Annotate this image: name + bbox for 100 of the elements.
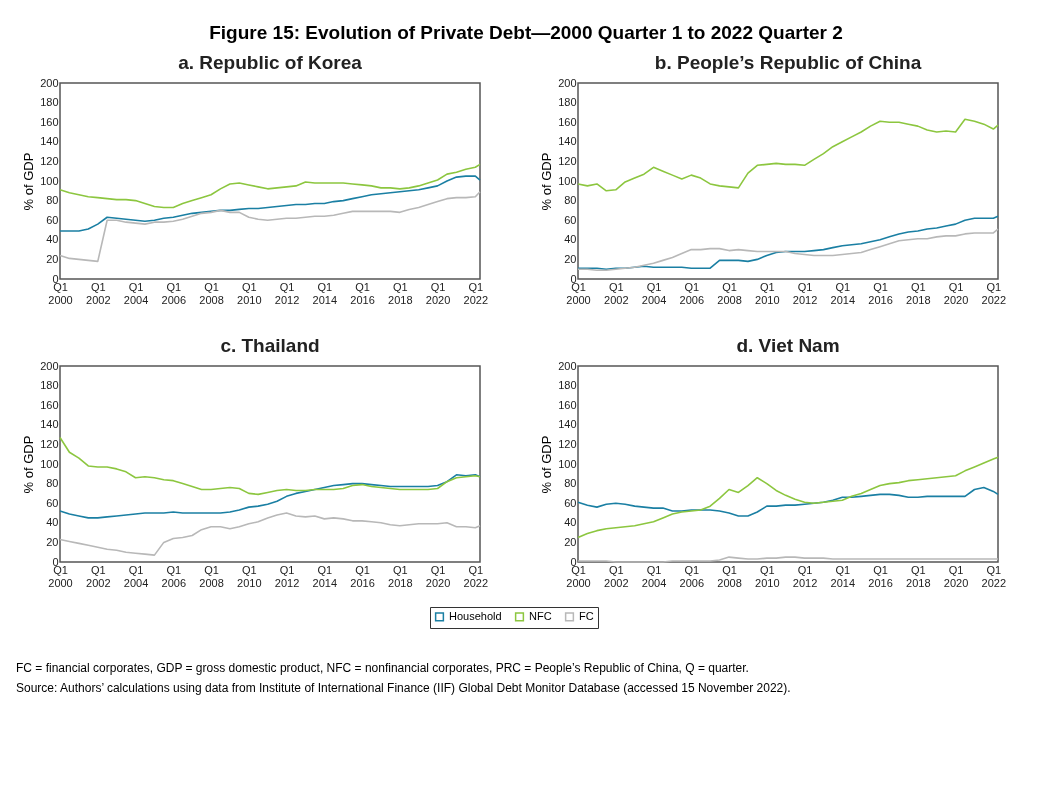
x-tick-label: Q1 2006 <box>161 280 187 306</box>
x-tick-label: Q1 2004 <box>641 280 667 306</box>
x-tick-label: Q1 2016 <box>350 280 375 306</box>
line-series <box>577 228 999 271</box>
line-series <box>59 190 481 263</box>
line-series <box>577 215 999 270</box>
x-tick-label: Q1 2016 <box>868 280 893 306</box>
y-axis-title: % of GDP <box>21 152 37 211</box>
x-tick-label: Q1 2014 <box>830 280 856 306</box>
x-tick-label: Q1 2004 <box>123 280 149 306</box>
y-tick-label: 100 <box>40 174 59 187</box>
y-tick-label: 120 <box>558 437 577 450</box>
y-tick-label: 140 <box>558 418 577 431</box>
x-tick-label: Q1 2008 <box>717 563 742 589</box>
y-tick-label: 200 <box>40 76 59 89</box>
x-tick-label: Q1 2012 <box>274 563 300 589</box>
x-tick-label: Q1 2022 <box>463 563 489 589</box>
y-tick-label: 60 <box>46 496 59 509</box>
x-tick-label: Q1 2004 <box>641 563 667 589</box>
chart-title: d. Viet Nam <box>736 335 840 356</box>
y-tick-label: 180 <box>40 96 59 109</box>
x-tick-label: Q1 2010 <box>755 563 780 589</box>
y-tick-label: 20 <box>564 252 577 265</box>
y-tick-label: 40 <box>46 516 59 529</box>
x-tick-label: Q1 2022 <box>981 280 1007 306</box>
x-tick-label: Q1 2002 <box>604 563 629 589</box>
legend-label: NFC <box>529 609 552 622</box>
x-tick-label: Q1 2014 <box>830 563 856 589</box>
y-tick-label: 60 <box>564 496 577 509</box>
line-series <box>59 163 481 209</box>
y-tick-label: 80 <box>46 477 59 490</box>
chart-title: c. Thailand <box>220 335 320 356</box>
x-tick-label: Q1 2008 <box>717 280 742 306</box>
y-tick-label: 120 <box>40 437 59 450</box>
y-tick-label: 180 <box>558 96 577 109</box>
x-tick-label: Q1 2014 <box>312 563 338 589</box>
x-tick-label: Q1 2006 <box>679 280 705 306</box>
x-tick-label: Q1 2022 <box>981 563 1007 589</box>
line-series <box>59 473 481 519</box>
y-tick-label: 120 <box>558 154 577 167</box>
y-tick-label: 140 <box>40 418 59 431</box>
source-note: Source: Authors’ calculations using data from Institute of International Finance (IIF) Global Debt Monitor Database (accessed 15 November 2022). <box>16 680 792 697</box>
x-tick-label: Q1 2010 <box>237 280 262 306</box>
legend-label: FC <box>579 609 594 622</box>
x-tick-label: Q1 2010 <box>755 280 780 306</box>
x-tick-label: Q1 2016 <box>868 563 893 589</box>
y-axis-title: % of GDP <box>539 435 555 494</box>
x-tick-label: Q1 2020 <box>425 280 451 306</box>
x-tick-label: Q1 2004 <box>123 563 149 589</box>
y-tick-label: 20 <box>46 535 59 548</box>
y-tick-label: 100 <box>558 457 577 470</box>
y-tick-label: 200 <box>40 359 59 372</box>
x-tick-label: Q1 2012 <box>274 280 300 306</box>
text: FC = financial corporates, GDP = gross domestic product, NFC = nonfinancial corporates, PRC = People’s Republic of China, Q = quarter. <box>16 660 750 677</box>
legend-label: Household <box>449 609 502 622</box>
line-series <box>59 436 481 496</box>
x-tick-label: Q1 2020 <box>425 563 451 589</box>
line-series <box>577 118 999 192</box>
y-tick-label: 60 <box>564 213 577 226</box>
x-tick-label: Q1 2020 <box>943 280 969 306</box>
x-tick-label: Q1 2018 <box>906 280 931 306</box>
x-tick-label: Q1 2018 <box>388 280 413 306</box>
line-series <box>577 486 999 517</box>
y-tick-label: 20 <box>46 252 59 265</box>
y-tick-label: 40 <box>46 233 59 246</box>
y-tick-label: 40 <box>564 516 577 529</box>
x-tick-label: Q1 2008 <box>199 563 224 589</box>
x-tick-label: Q1 2006 <box>161 563 187 589</box>
y-tick-label: 80 <box>564 477 577 490</box>
x-tick-label: Q1 2002 <box>604 280 629 306</box>
x-tick-label: Q1 2002 <box>86 280 111 306</box>
x-tick-label: Q1 2012 <box>792 563 818 589</box>
x-tick-label: Q1 2008 <box>199 280 224 306</box>
line-series <box>59 512 481 556</box>
y-tick-label: 200 <box>558 359 577 372</box>
y-tick-label: 140 <box>558 135 577 148</box>
y-tick-label: 20 <box>564 535 577 548</box>
y-tick-label: 100 <box>558 174 577 187</box>
x-tick-label: Q1 2010 <box>237 563 262 589</box>
y-tick-label: 100 <box>40 457 59 470</box>
chart-title: a. Republic of Korea <box>178 52 363 73</box>
line-series <box>577 456 999 539</box>
y-tick-label: 160 <box>558 398 577 411</box>
y-axis-title: % of GDP <box>539 152 555 211</box>
y-tick-label: 120 <box>40 154 59 167</box>
y-tick-label: 40 <box>564 233 577 246</box>
x-tick-label: Q1 2012 <box>792 280 818 306</box>
line-series <box>59 175 481 232</box>
x-tick-label: Q1 2022 <box>463 280 489 306</box>
y-tick-label: 80 <box>564 194 577 207</box>
x-tick-label: Q1 2020 <box>943 563 969 589</box>
y-tick-label: 200 <box>558 76 577 89</box>
x-tick-label: Q1 2002 <box>86 563 111 589</box>
y-axis-title: % of GDP <box>21 435 37 494</box>
x-tick-label: Q1 2018 <box>906 563 931 589</box>
y-tick-label: 140 <box>40 135 59 148</box>
x-tick-label: Q1 2018 <box>388 563 413 589</box>
x-tick-label: Q1 2014 <box>312 280 338 306</box>
y-tick-label: 180 <box>40 379 59 392</box>
y-tick-label: 60 <box>46 213 59 226</box>
